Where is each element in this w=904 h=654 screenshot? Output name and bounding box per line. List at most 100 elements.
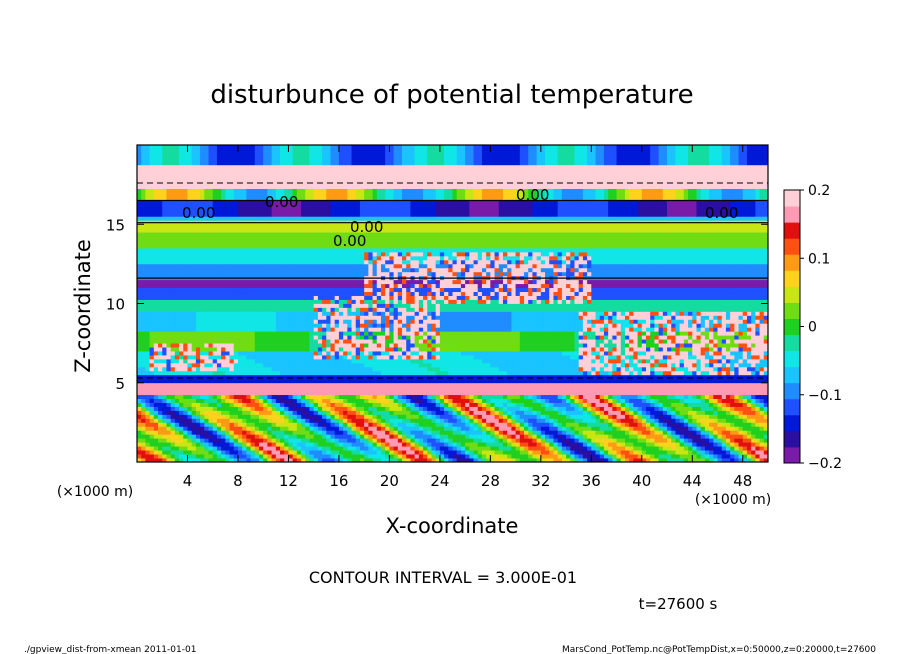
heatmap-cell [271,152,277,158]
heatmap-cell [296,255,302,261]
heatmap-cell [200,434,205,439]
heatmap-cell [183,188,188,193]
heatmap-cell [145,279,151,285]
heatmap-cell [204,327,209,332]
heatmap-cell [145,382,151,388]
heatmap-cell [229,224,235,229]
heatmap-cell [292,295,298,300]
heatmap-cell [221,446,226,451]
heatmap-cell [216,196,222,201]
heatmap-cell [309,398,315,403]
heatmap-cell [246,248,251,253]
heatmap-cell [288,188,294,193]
heatmap-cell [183,263,188,269]
heatmap-cell [326,145,331,150]
heatmap-cell [187,434,193,439]
heatmap-cell [351,180,357,186]
heatmap-cell [397,351,403,356]
heatmap-cell [309,410,315,415]
heatmap-cell [225,295,230,300]
heatmap-cell [208,232,214,237]
heatmap-cell [385,236,390,241]
heatmap-cell [301,458,306,462]
heatmap-cell [191,291,197,296]
heatmap-cell [233,172,239,178]
heatmap-cell [275,188,281,193]
heatmap-cell [389,291,395,296]
heatmap-cell [305,160,310,166]
heatmap-cell [376,208,382,213]
heatmap-cell [313,422,319,427]
heatmap-cell [225,331,230,336]
heatmap-cell [166,323,172,328]
heatmap-cell [237,454,243,459]
heatmap-cell [174,422,180,427]
heatmap-cell [372,378,378,384]
heatmap-cell [191,295,197,300]
heatmap-cell [280,188,285,193]
heatmap-cell [330,366,336,372]
heatmap-cell [288,236,294,241]
heatmap-cell [254,145,260,150]
heatmap-cell [162,164,167,170]
heatmap-cell [397,454,403,459]
heatmap-cell [153,327,159,332]
heatmap-cell [137,335,142,340]
heatmap-cell [195,156,201,162]
heatmap-cell [309,406,315,411]
heatmap-cell [317,295,323,300]
heatmap-cell [275,347,281,352]
heatmap-cell [195,315,201,320]
heatmap-cell [166,236,172,241]
heatmap-cell [389,267,395,273]
heatmap-cell [372,192,378,197]
heatmap-cell [359,279,365,285]
heatmap-cell [149,358,155,364]
heatmap-cell [301,386,306,392]
heatmap-cell [280,374,285,380]
heatmap-cell [263,323,268,328]
heatmap-cell [195,295,201,300]
heatmap-cell [389,398,395,403]
heatmap-cell [158,200,163,205]
heatmap-cell [380,248,386,253]
heatmap-cell [376,192,382,197]
heatmap-cell [317,172,323,178]
heatmap-cell [149,295,155,300]
heatmap-cell [166,248,172,253]
heatmap-cell [246,232,251,237]
heatmap-cell [166,251,172,257]
heatmap-cell [183,216,188,221]
heatmap-cell [250,386,256,392]
heatmap-cell [229,339,235,344]
heatmap-cell [149,339,155,344]
heatmap-cell [242,454,247,459]
heatmap-cell [204,442,209,447]
heatmap-cell [347,343,352,348]
heatmap-cell [137,283,142,289]
heatmap-cell [216,291,222,296]
heatmap-cell [254,355,260,360]
heatmap-cell [187,279,193,285]
heatmap-cell [380,303,386,308]
heatmap-cell [258,315,264,320]
heatmap-cell [200,406,205,411]
heatmap-cell [275,279,281,285]
heatmap-cell [216,410,222,415]
heatmap-cell [368,188,373,193]
heatmap-cell [191,196,197,201]
heatmap-cell [309,196,315,201]
heatmap-cell [372,176,378,182]
heatmap-cell [376,438,382,443]
heatmap-cell [187,232,193,237]
heatmap-cell [149,386,155,392]
heatmap-cell [334,398,340,403]
heatmap-cell [216,390,222,396]
heatmap-cell [393,450,399,455]
heatmap-cell [162,315,167,320]
heatmap-cell [149,283,155,289]
heatmap-cell [153,152,159,158]
heatmap-cell [254,362,260,368]
heatmap-cell [275,402,281,407]
heatmap-cell [204,164,209,170]
